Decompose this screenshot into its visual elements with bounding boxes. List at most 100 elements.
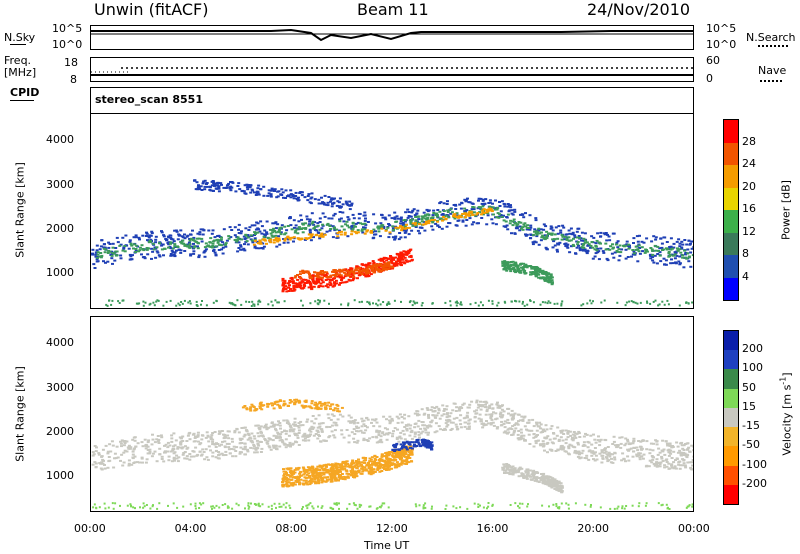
velocity-cell — [372, 470, 376, 473]
power-cell — [557, 225, 561, 228]
power-cell — [421, 302, 424, 304]
velocity-cell — [419, 427, 423, 430]
power-cell — [690, 247, 694, 250]
velocity-cell — [385, 457, 389, 460]
power-cell — [516, 266, 520, 269]
power-cell — [523, 269, 527, 272]
velocity-cell — [259, 451, 263, 453]
velocity-cell — [312, 468, 316, 471]
power-cell — [313, 198, 317, 201]
power-cell — [616, 250, 620, 253]
power-cell — [152, 301, 155, 304]
velocity-cell — [562, 446, 566, 449]
velocity-cell — [669, 452, 673, 455]
velocity-cell — [473, 420, 477, 423]
power-cell — [446, 200, 449, 203]
velocity-cell — [344, 463, 348, 466]
power-cell — [668, 254, 672, 256]
velocity-cell — [445, 419, 448, 422]
power-cell — [271, 304, 274, 307]
velocity-cell — [353, 419, 357, 422]
velocity-cell — [445, 405, 449, 408]
power-cell — [530, 267, 534, 270]
velocity-cell — [238, 442, 242, 445]
power-cell — [244, 227, 248, 230]
velocity-cell — [302, 479, 306, 482]
power-cell — [255, 247, 259, 250]
power-cell — [151, 250, 155, 253]
power-cell — [446, 211, 450, 213]
velocity-cell — [133, 447, 136, 450]
power-cell — [250, 224, 254, 227]
velocity-cell — [423, 439, 427, 442]
power-cell — [504, 268, 507, 271]
power-cell — [269, 228, 273, 231]
velocity-cell — [196, 440, 200, 443]
power-cell — [272, 227, 276, 230]
power-cell — [685, 257, 689, 260]
power-cell — [445, 203, 449, 205]
velocity-cell — [578, 457, 582, 460]
power-cell — [563, 243, 567, 245]
power-cell — [307, 286, 311, 289]
power-cell — [321, 281, 325, 284]
velocity-cell — [264, 426, 268, 428]
power-cell — [374, 222, 378, 225]
velocity-cell — [221, 440, 224, 443]
velocity-cell — [291, 472, 295, 474]
power-cell — [601, 250, 605, 253]
velocity-cell — [381, 431, 385, 434]
velocity-cell — [496, 401, 499, 404]
power-cell — [415, 212, 419, 215]
power-cell — [461, 220, 465, 223]
power-cell — [344, 273, 348, 276]
velocity-cell — [669, 449, 673, 452]
velocity-cell — [516, 423, 520, 426]
power-cell — [249, 191, 253, 194]
power-cell — [122, 247, 126, 250]
power-cell — [616, 246, 620, 249]
power-cell — [384, 229, 388, 232]
velocity-cell — [542, 442, 546, 445]
velocity-cell — [220, 430, 224, 432]
power-cell — [364, 264, 368, 267]
power-cell — [433, 218, 436, 221]
power-cell — [630, 300, 633, 303]
power-cell — [286, 282, 290, 285]
velocity-cell — [387, 454, 391, 457]
velocity-cell — [134, 445, 138, 448]
power-cell — [651, 249, 655, 252]
velocity-cell — [353, 433, 357, 435]
power-cell — [502, 214, 505, 217]
velocity-cell — [531, 418, 535, 421]
power-cell — [225, 239, 229, 242]
velocity-cell — [204, 448, 208, 451]
velocity-cell — [645, 464, 649, 467]
velocity-cell — [404, 449, 408, 452]
power-cell — [336, 200, 340, 203]
power-cell — [346, 224, 349, 227]
power-cell — [269, 195, 273, 198]
power-cell — [249, 238, 253, 241]
power-cell — [323, 274, 327, 277]
velocity-cell — [393, 427, 397, 430]
power-cell — [177, 248, 181, 251]
power-cell — [552, 238, 556, 241]
power-cell — [323, 299, 326, 302]
power-cell — [292, 197, 296, 200]
velocity-cell — [119, 459, 122, 462]
power-cell — [255, 221, 259, 224]
velocity-cell — [386, 467, 390, 470]
velocity-cell — [145, 458, 149, 461]
power-cell — [689, 265, 693, 268]
velocity-cell — [127, 462, 131, 465]
velocity-cell — [235, 446, 239, 449]
power-cell — [459, 207, 463, 210]
power-cell — [299, 214, 303, 217]
power-cell — [395, 220, 399, 223]
velocity-cell — [373, 419, 377, 422]
velocity-cell — [318, 469, 322, 471]
power-cell — [510, 268, 514, 271]
velocity-cell — [384, 464, 388, 467]
power-cell — [581, 244, 585, 247]
